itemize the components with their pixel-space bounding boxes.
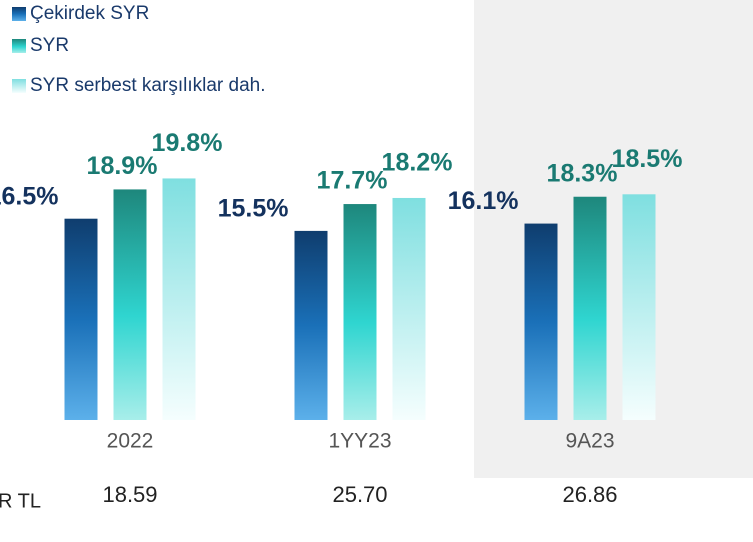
legend-swatch [12,79,26,93]
value-label: 17.7% [317,167,388,195]
value-label: 18.2% [382,149,453,177]
legend-swatch [12,39,26,53]
x-tick-label: 2022 [107,430,154,453]
bar [573,196,607,420]
bar [392,197,426,420]
value-label: 16.1% [448,187,519,215]
x-tick-label: 1YY23 [328,430,391,453]
legend-label: Çekirdek SYR [30,3,149,24]
value-label: 18.9% [87,152,158,180]
bar [162,178,196,420]
legend-label: SYR [30,35,69,56]
value-label: 18.3% [547,159,618,187]
value-label: 16.5% [0,182,59,210]
legend-label: SYR serbest karşılıklar dah. [30,75,265,96]
footer-value: 26.86 [562,482,617,507]
footer-value: 18.59 [102,482,157,507]
bar [343,204,377,420]
bar [294,230,328,420]
value-label: 18.5% [612,145,683,173]
bar [524,223,558,420]
bar [622,194,656,420]
value-label: 19.8% [152,129,223,157]
footer-value: 25.70 [332,482,387,507]
x-tick-label: 9A23 [565,430,614,453]
highlight-panel [474,0,753,478]
legend-swatch [12,7,26,21]
bar [113,189,147,420]
footer-label: R TL [0,490,41,512]
value-label: 15.5% [218,195,289,223]
bar [64,218,98,420]
